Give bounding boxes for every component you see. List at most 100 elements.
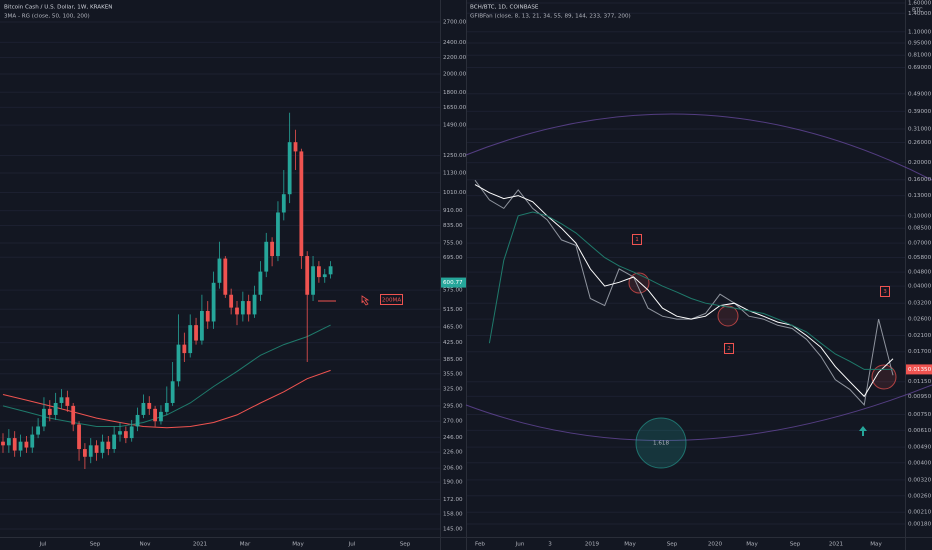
y-tick-label: 425.00 <box>443 340 463 346</box>
fan-arc <box>465 384 932 442</box>
y-tick-label: 0.03200 <box>908 301 932 307</box>
candle-body <box>112 434 117 450</box>
y-tick-label: 1650.00 <box>443 105 467 111</box>
x-tick-label: Jul <box>39 542 47 548</box>
candle-body <box>83 449 87 457</box>
y-tick-label: 270.00 <box>443 419 463 425</box>
chart-subtitle: GFIBFan (close, 8, 13, 21, 34, 55, 89, 1… <box>470 14 631 20</box>
candle-body <box>205 310 210 322</box>
candle-body <box>129 426 134 439</box>
y-tick-label: 0.00610 <box>908 428 932 434</box>
candle-body <box>53 402 58 415</box>
y-tick-label: 1.40000 <box>908 11 932 17</box>
candle-body <box>123 431 128 439</box>
y-tick-label: 0.00320 <box>908 477 932 483</box>
last-price-box <box>441 277 466 288</box>
annotation: 2 <box>727 346 731 352</box>
x-tick-label: Feb <box>475 542 485 548</box>
candle-body <box>217 258 222 283</box>
unit-label: BTC <box>912 8 923 14</box>
last-price-box <box>906 364 932 375</box>
y-tick-label: 1.10000 <box>908 29 932 35</box>
candle-body <box>47 408 52 415</box>
candle-body <box>1 441 5 446</box>
y-tick-label: 325.00 <box>443 387 463 393</box>
series-line <box>2 369 331 429</box>
x-tick-label: May <box>624 542 636 548</box>
candle-body <box>229 294 234 308</box>
chart-subtitle: 3MA - RG (close, 50, 100, 200) <box>4 14 90 20</box>
candle-body <box>42 408 46 427</box>
y-tick-label: 0.10000 <box>908 213 932 219</box>
candle-body <box>240 301 245 315</box>
candle-body <box>59 397 64 403</box>
y-tick-label: 835.00 <box>443 223 463 229</box>
series-line <box>474 179 894 406</box>
y-tick-label: 0.01700 <box>908 349 932 355</box>
chart-title: Bitcoin Cash / U.S. Dollar, 1W, KRAKEN <box>4 5 112 11</box>
candle-body <box>18 441 23 451</box>
fan-arc <box>465 113 932 181</box>
annotation-box <box>380 294 403 305</box>
candle-body <box>287 142 292 195</box>
candle-body <box>100 441 105 453</box>
x-tick-label: May <box>746 542 758 548</box>
y-tick-label: 1490.00 <box>443 123 467 129</box>
y-tick-label: 1.60000 <box>908 1 932 7</box>
fib-circle <box>635 417 687 469</box>
y-tick-label: 0.02600 <box>908 317 932 323</box>
series-line <box>474 184 894 398</box>
y-tick-label: 2700.00 <box>443 19 467 25</box>
y-tick-label: 226.00 <box>443 450 463 456</box>
last-price-label: 0.01350 <box>908 367 932 373</box>
x-tick-label: Sep <box>90 542 101 548</box>
x-tick-label: Jun <box>515 542 525 548</box>
annotation: 200MA <box>382 298 402 304</box>
candle-body <box>176 344 181 382</box>
y-tick-label: 0.00210 <box>908 510 932 516</box>
y-tick-label: 2400.00 <box>443 40 467 46</box>
series-line <box>488 211 893 370</box>
candle-body <box>88 445 93 457</box>
candle-body <box>24 441 29 448</box>
candle-body <box>252 294 257 315</box>
y-tick-label: 2200.00 <box>443 55 467 61</box>
y-tick-label: 1130.00 <box>443 171 467 177</box>
y-tick-label: 246.00 <box>443 435 463 441</box>
candle-body <box>65 397 70 406</box>
candle-body <box>30 434 35 448</box>
candle-body <box>311 266 315 295</box>
y-tick-label: 0.81000 <box>908 53 932 59</box>
y-tick-label: 158.00 <box>443 512 463 518</box>
annotation: 3 <box>883 289 887 295</box>
candle-body <box>182 344 187 354</box>
y-tick-label: 0.13000 <box>908 193 932 199</box>
y-tick-label: 172.00 <box>443 497 463 503</box>
y-tick-label: 0.04000 <box>908 284 932 290</box>
candle-body <box>188 325 193 354</box>
y-tick-label: 0.07000 <box>908 241 932 247</box>
y-tick-label: 190.00 <box>443 480 463 486</box>
y-tick-label: 1250.00 <box>443 153 467 159</box>
x-tick-label: Jul <box>348 542 356 548</box>
y-tick-label: 2000.00 <box>443 72 467 78</box>
highlight-circle <box>717 305 739 327</box>
candle-body <box>293 142 298 152</box>
candle-body <box>106 441 111 450</box>
candle-body <box>305 256 310 295</box>
candle-body <box>6 438 11 446</box>
y-tick-label: 1800.00 <box>443 90 467 96</box>
annotation-box <box>880 286 890 297</box>
y-tick-label: 1010.00 <box>443 190 467 196</box>
y-tick-label: 0.26000 <box>908 140 932 146</box>
y-tick-label: 0.04800 <box>908 270 932 276</box>
y-tick-label: 0.39000 <box>908 109 932 115</box>
candle-body <box>71 405 76 425</box>
y-tick-label: 0.49000 <box>908 91 932 97</box>
candle-body <box>135 414 140 427</box>
annotation-box <box>632 234 642 245</box>
chart-title: BCH/BTC, 1D, COINBASE <box>470 5 539 11</box>
candle-body <box>276 212 280 257</box>
candle-body <box>36 426 40 435</box>
candle-body <box>281 194 286 213</box>
